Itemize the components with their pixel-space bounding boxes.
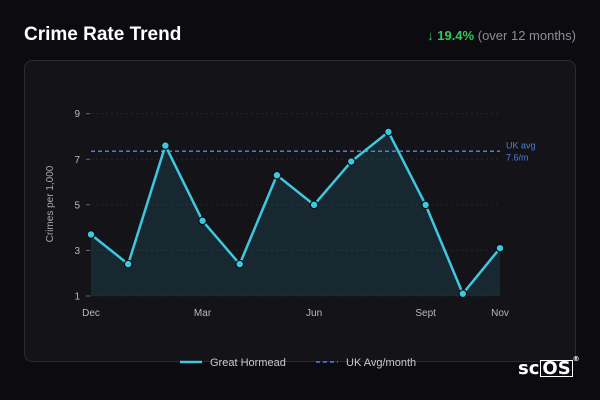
y-tick-label: 1 bbox=[74, 292, 80, 303]
trend-change: ↓ 19.4% (over 12 months) bbox=[427, 28, 576, 43]
data-point[interactable] bbox=[272, 170, 282, 180]
x-tick-label: Nov bbox=[491, 308, 509, 319]
down-arrow-icon: ↓ bbox=[427, 28, 434, 43]
chart-title: Crime Rate Trend bbox=[24, 24, 182, 45]
change-period: (over 12 months) bbox=[477, 28, 576, 43]
data-point[interactable] bbox=[123, 259, 133, 269]
data-point[interactable] bbox=[421, 200, 431, 210]
y-axis-ticks: 1 3 5 7 9 bbox=[74, 109, 90, 303]
y-axis-label: Crimes per 1,000 bbox=[45, 165, 56, 242]
legend-reference-label: UK Avg/month bbox=[346, 357, 416, 369]
data-point[interactable] bbox=[384, 127, 393, 137]
data-point[interactable] bbox=[458, 289, 468, 299]
x-tick-label: Dec bbox=[82, 308, 100, 319]
data-point[interactable] bbox=[235, 259, 245, 269]
y-tick-label: 5 bbox=[74, 200, 80, 211]
x-tick-label: Mar bbox=[194, 308, 212, 319]
data-point[interactable] bbox=[160, 141, 170, 150]
series-points bbox=[86, 127, 505, 299]
x-tick-label: Jun bbox=[306, 308, 322, 319]
scos-logo: sc OS ® bbox=[518, 355, 580, 379]
legend: Great Hormead UK Avg/month bbox=[180, 357, 416, 369]
data-point[interactable] bbox=[198, 216, 207, 226]
legend-series-label: Great Hormead bbox=[210, 357, 286, 369]
y-tick-label: 9 bbox=[74, 109, 80, 120]
x-axis-ticks: Dec Mar Jun Sept Nov bbox=[82, 308, 509, 319]
data-point[interactable] bbox=[309, 200, 319, 210]
y-tick-label: 3 bbox=[74, 246, 80, 257]
data-point[interactable] bbox=[86, 230, 96, 239]
x-tick-label: Sept bbox=[415, 308, 436, 319]
logo-prefix: sc bbox=[518, 358, 540, 379]
series-line bbox=[90, 130, 501, 295]
reference-label-line2: 7.6/m bbox=[506, 152, 529, 162]
reference-line: UK avg 7.6/m bbox=[91, 140, 536, 162]
chart-card bbox=[24, 60, 576, 362]
change-percent: 19.4% bbox=[437, 28, 475, 43]
series-line-path bbox=[90, 130, 501, 295]
series-area bbox=[91, 131, 500, 296]
area-fill bbox=[91, 131, 500, 296]
grid-lines bbox=[91, 113, 500, 297]
reference-label-line1: UK avg bbox=[506, 140, 536, 150]
logo-registered-mark: ® bbox=[572, 355, 580, 363]
data-point[interactable] bbox=[346, 157, 356, 166]
y-tick-label: 7 bbox=[74, 155, 80, 166]
logo-boxed-text: OS bbox=[540, 358, 573, 379]
data-point[interactable] bbox=[495, 243, 505, 253]
